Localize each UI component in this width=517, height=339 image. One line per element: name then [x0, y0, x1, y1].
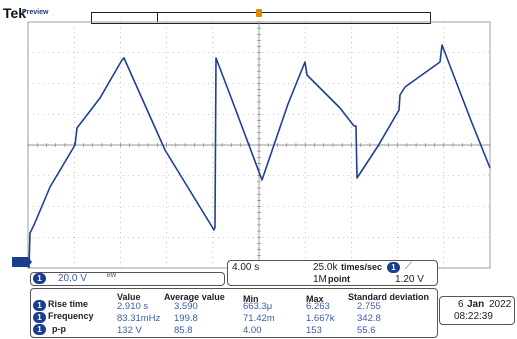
cell: 55.6: [357, 325, 376, 336]
cell: 83.31mHz: [117, 313, 161, 324]
col-header-max: Max: [306, 294, 324, 304]
row-channel-badge: 1: [33, 324, 46, 335]
cell: 342.8: [357, 313, 381, 324]
cell: 85.8: [174, 325, 193, 336]
date-month: Jan: [467, 299, 485, 310]
cell: 3.590: [174, 301, 198, 312]
cell: 1.667k: [306, 313, 335, 324]
trigger-slope-icon: ⟋: [405, 261, 412, 272]
graticule: [27, 21, 491, 269]
bandwidth-limit-icon: ᴮᵂ: [107, 271, 117, 281]
record-view-window[interactable]: [157, 12, 260, 22]
sample-rate-unit: times/sec: [341, 262, 383, 272]
col-header-min: Min: [243, 294, 259, 304]
brand-logo: Tek: [3, 5, 27, 21]
trigger-position-marker[interactable]: [256, 9, 262, 17]
sample-rate: 25.0k: [313, 262, 338, 273]
cell: 4.00: [243, 325, 262, 336]
channel-scale: 20.0 V: [58, 273, 87, 284]
cell: 153: [306, 325, 322, 336]
row-label-rise-time: Rise time: [48, 299, 89, 309]
datetime-readout[interactable]: 6 Jan 2022 08:22:39: [439, 296, 515, 325]
cell: 2.755: [357, 301, 381, 312]
time-of-day: 08:22:39: [454, 311, 493, 322]
row-channel-badge: 1: [33, 300, 46, 311]
row-label-frequency: Frequency: [48, 311, 94, 321]
row-label-peak-to-peak: p-p: [52, 324, 66, 334]
cell: 6.263: [306, 301, 330, 312]
col-header-average: Average value: [164, 292, 225, 302]
ground-level-marker[interactable]: [12, 257, 32, 267]
col-header-value: Value: [117, 292, 141, 302]
date-year: 2022: [489, 299, 512, 310]
col-header-stddev: Standard deviation: [348, 292, 430, 302]
date-day: 6: [458, 299, 464, 310]
trigger-source-badge: 1: [387, 262, 400, 273]
channel-1-trace: [28, 44, 491, 269]
mode-indicator: Preview: [22, 9, 49, 16]
cell: 199.8: [174, 313, 198, 324]
cell: 2.910 s: [117, 301, 149, 312]
channel-badge: 1: [33, 273, 46, 284]
time-per-div: 4.00 s: [232, 262, 260, 273]
record-length: 1M: [313, 274, 327, 285]
record-length-unit: point: [328, 274, 350, 284]
cell: 132 V: [117, 325, 142, 336]
measurements-panel[interactable]: Value Average value Min Max Standard dev…: [30, 288, 438, 338]
timebase-readout[interactable]: 4.00 s 25.0k times/sec 1 ⟋ 1M point 1.20…: [227, 260, 438, 286]
row-channel-badge: 1: [33, 312, 46, 323]
channel-readout[interactable]: 1 20.0 V ᴮᵂ: [30, 271, 225, 286]
cell: 663.3μ: [243, 301, 273, 312]
cell: 71.42m: [243, 313, 275, 324]
trigger-level: 1.20 V: [395, 274, 424, 285]
